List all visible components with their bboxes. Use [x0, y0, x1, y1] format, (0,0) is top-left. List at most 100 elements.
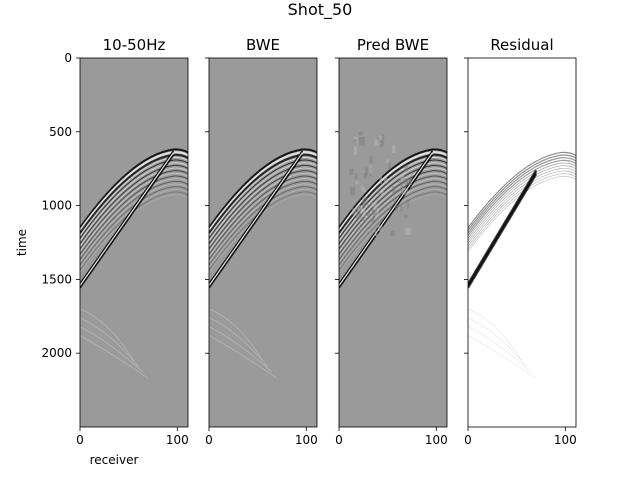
noise-speck	[374, 230, 378, 237]
noise-speck	[365, 167, 368, 175]
noise-speck	[358, 131, 363, 136]
reflection-curve	[80, 167, 188, 247]
noise-speck	[365, 212, 370, 216]
direct-arrival	[339, 152, 434, 287]
noise-speck	[392, 186, 397, 193]
panel-background	[209, 58, 317, 427]
noise-speck	[402, 188, 409, 195]
reflection-curve	[209, 186, 317, 266]
reflection-curve	[468, 157, 576, 234]
y-tick-label: 500	[49, 125, 72, 139]
noise-speck	[369, 167, 372, 177]
reflection-curve	[468, 173, 576, 250]
reflection-curve	[80, 153, 188, 234]
noise-speck	[400, 180, 404, 188]
deep-curve	[80, 308, 134, 361]
reflection-curve	[339, 180, 447, 260]
x-tick-label: 100	[425, 433, 448, 447]
deep-curve	[468, 308, 522, 361]
reflection-curve	[468, 154, 576, 231]
noise-speck	[393, 199, 396, 204]
noise-speck	[352, 208, 357, 215]
noise-speck	[403, 214, 408, 219]
reflection-curve	[209, 183, 317, 263]
noise-speck	[390, 231, 395, 237]
panel-title: Pred BWE	[357, 36, 429, 54]
noise-speck	[406, 199, 410, 207]
reflection-curve	[209, 151, 317, 231]
direct-arrival	[468, 173, 538, 289]
x-tick-label: 100	[295, 433, 318, 447]
noise-speck	[374, 139, 381, 146]
noise-speck	[394, 204, 398, 212]
panel-3: Pred BWE 0 100	[335, 36, 448, 447]
direct-arrival	[80, 154, 175, 289]
reflection-curve	[80, 188, 188, 268]
deep-curve	[80, 326, 144, 373]
x-axis-label: receiver	[90, 453, 139, 467]
noise-speck	[406, 178, 413, 186]
reflection-curve	[80, 183, 188, 263]
noise-speck	[355, 181, 359, 185]
reflection-curve	[339, 170, 447, 250]
noise-speck	[392, 145, 396, 154]
deep-curve	[468, 335, 537, 379]
noise-speck	[360, 186, 364, 190]
noise-speck	[402, 178, 409, 184]
noise-speck	[362, 196, 368, 206]
x-tick-label: 0	[464, 433, 472, 447]
direct-arrival	[80, 150, 175, 285]
noise-speck	[362, 217, 365, 221]
reflection-curve	[468, 162, 576, 239]
x-tick-label: 0	[76, 433, 84, 447]
noise-speck	[349, 187, 356, 196]
y-tick-label: 0	[64, 51, 72, 65]
noise-speck	[369, 164, 372, 174]
panel-frame	[208, 57, 318, 428]
noise-speck	[400, 190, 404, 195]
deep-curve	[468, 326, 532, 373]
reflection-curve	[80, 180, 188, 260]
reflection-curve	[339, 178, 447, 258]
noise-speck	[369, 155, 373, 164]
reflection-curve	[80, 178, 188, 258]
reflection-curve	[339, 164, 447, 244]
panel-background	[468, 58, 576, 427]
direct-arrival	[209, 152, 304, 287]
deep-curve	[209, 308, 263, 361]
reflection-curve	[209, 156, 317, 236]
panel-frame	[467, 57, 577, 428]
reflection-curve	[339, 188, 447, 268]
reflection-curve	[209, 188, 317, 268]
reflection-curve	[339, 175, 447, 255]
direct-arrival	[80, 152, 175, 287]
noise-speck	[362, 188, 366, 193]
y-tick-label: 2000	[41, 346, 72, 360]
reflection-curve	[339, 151, 447, 231]
seismic-events	[80, 148, 188, 379]
deep-curve	[209, 317, 268, 367]
x-tick-label: 0	[335, 433, 343, 447]
noise-speck	[379, 175, 383, 184]
noise-speck	[378, 139, 384, 147]
y-axis-label: time	[15, 229, 29, 256]
reflection-curve	[209, 167, 317, 247]
reflection-curve	[209, 191, 317, 271]
noise-speck	[357, 204, 363, 212]
x-tick-label: 100	[554, 433, 577, 447]
reflection-curve	[468, 167, 576, 244]
noise-speck	[362, 208, 366, 217]
noise-speck	[359, 136, 365, 146]
noise-speck	[354, 173, 358, 179]
noise-speck	[377, 225, 383, 232]
deep-curve	[209, 335, 278, 379]
noise-speck	[377, 137, 381, 144]
noise-speck	[404, 165, 409, 172]
x-tick-label: 100	[166, 433, 189, 447]
noise-speck	[353, 146, 358, 155]
reflection-curve	[468, 159, 576, 237]
deep-curve	[80, 317, 139, 367]
seismic-events	[468, 151, 576, 379]
noise-speck	[356, 213, 362, 219]
